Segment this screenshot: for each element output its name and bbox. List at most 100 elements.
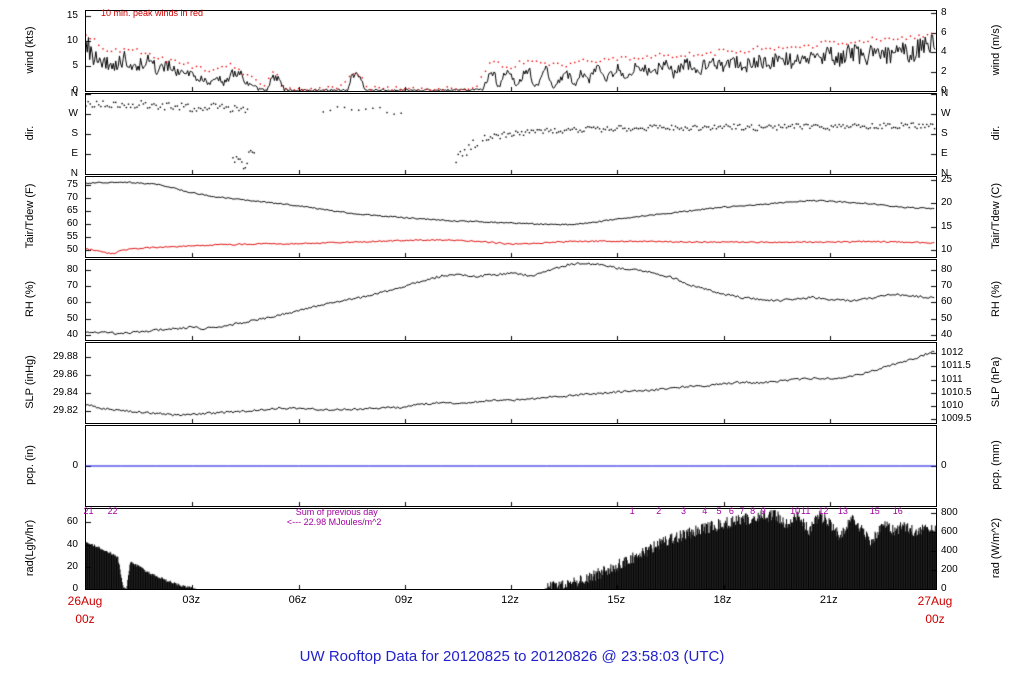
- wind-right-tick-label: 4: [941, 46, 947, 58]
- wind-annotation: 10 min. peak winds in red: [100, 8, 203, 19]
- wind-right-tick-label: 0: [941, 85, 947, 96]
- wind-panel: [85, 10, 937, 92]
- pressure-panel: [85, 342, 937, 424]
- rad-annotation: 4: [702, 505, 708, 516]
- dir-left-tick-label: N: [70, 88, 78, 99]
- dir-right-tick-label: N: [941, 88, 949, 99]
- rh-right-tick-label: 50: [941, 312, 953, 324]
- rad-annotation: 1: [629, 505, 635, 516]
- wind-right-tick-label: 2: [941, 65, 947, 77]
- slp-right-tick-label: 1012: [941, 347, 964, 359]
- rad-annotation: <--- 22.98 MJoules/m^2: [286, 516, 382, 527]
- wind-left-tick-label: 15: [66, 10, 78, 21]
- x-tick-label: 18z: [713, 594, 732, 606]
- x-end-date-label: 27Aug: [917, 594, 953, 608]
- rad-annotation: Sum of previous day: [295, 506, 378, 517]
- precipitation-panel: [85, 425, 937, 507]
- dir-left-tick-label: N: [70, 168, 78, 179]
- rad-annotation: 12: [818, 505, 829, 516]
- wind-left-tick-label: 0: [72, 85, 78, 96]
- slp-left-tick-label: 29.84: [52, 386, 78, 398]
- rh-left-tick-label: 60: [66, 296, 78, 308]
- pressure-canvas: [86, 343, 936, 423]
- x-tick-label: 03z: [182, 594, 201, 606]
- rad-left-tick-label: 60: [66, 516, 78, 528]
- wind-direction-panel: [85, 93, 937, 175]
- temp-left-tick-label: 60: [66, 218, 78, 230]
- dir-left-tick-label: W: [68, 108, 78, 119]
- rad-right-tick-label: 800: [941, 506, 958, 518]
- dir-right-tick-label: W: [941, 108, 951, 119]
- slp-right-tick-label: 1010.5: [941, 386, 972, 398]
- x-start-time-label: 00z: [75, 612, 95, 626]
- dir-left-tick-label: S: [71, 128, 78, 139]
- temp-left-tick-label: 75: [66, 178, 78, 190]
- wind-direction-canvas: [86, 94, 936, 174]
- dir-right-tick-label: N: [941, 168, 949, 179]
- slp-left-tick-label: 29.88: [52, 351, 78, 363]
- rad-left-tick-label: 40: [66, 538, 78, 550]
- x-tick-label: 06z: [288, 594, 307, 606]
- temp-right-tick-label: 25: [941, 173, 953, 185]
- temp-left-tick-label: 50: [66, 244, 78, 256]
- rh-left-tick-label: 70: [66, 280, 78, 292]
- rad-left-tick-label: 20: [66, 560, 78, 572]
- wind-canvas: [86, 11, 936, 91]
- radiation-canvas: [86, 509, 936, 589]
- wind-left-tick-label: 5: [72, 60, 78, 71]
- pcp-right-tick-label: 0: [941, 460, 947, 471]
- rad-annotation: 21: [83, 505, 94, 516]
- rh-right-tick-label: 60: [941, 296, 953, 308]
- temp-right-tick-label: 20: [941, 197, 953, 209]
- wind-right-tick-label: 6: [941, 26, 947, 38]
- x-start-date-label: 26Aug: [67, 594, 103, 608]
- temp-right-tick-label: 15: [941, 220, 953, 232]
- rh-right-tick-label: 70: [941, 280, 953, 292]
- wind-right-tick-label: 8: [941, 7, 947, 19]
- rad-annotation: 7: [739, 505, 745, 516]
- x-tick-label: 21z: [819, 594, 838, 606]
- temp-right-axis-title: Tair/Tdew (C): [990, 182, 1002, 250]
- dir-right-tick-label: E: [941, 148, 948, 159]
- slp-right-tick-label: 1009.5: [941, 412, 972, 424]
- rad-annotation: 6: [728, 505, 734, 516]
- rad-right-tick-label: 200: [941, 563, 958, 575]
- chart-title: UW Rooftop Data for 20120825 to 20120826…: [299, 648, 725, 665]
- rad-right-tick-label: 0: [941, 583, 947, 594]
- slp-right-tick-label: 1011.5: [941, 360, 971, 372]
- rad-annotation: 13: [837, 505, 848, 516]
- temperature-canvas: [86, 177, 936, 257]
- rad-annotation: 10: [790, 505, 801, 516]
- rh-left-tick-label: 40: [66, 329, 78, 341]
- rad-annotation: 3: [681, 505, 687, 516]
- slp-left-tick-label: 29.86: [52, 369, 78, 380]
- rad-annotation: 16: [892, 505, 903, 516]
- rad-left-tick-label: 0: [72, 583, 78, 594]
- temp-left-tick-label: 55: [66, 231, 78, 243]
- rad-right-tick-label: 600: [941, 525, 958, 537]
- rad-annotation: 22: [107, 505, 118, 516]
- wind-left-tick-label: 10: [66, 35, 78, 46]
- rad-annotation: 5: [716, 505, 722, 516]
- pcp-left-tick-label: 0: [72, 460, 78, 471]
- radiation-panel: [85, 508, 937, 590]
- x-tick-label: 15z: [607, 594, 626, 606]
- rad-annotation: 8: [750, 505, 756, 516]
- rh-right-tick-label: 80: [941, 263, 953, 275]
- rh-left-tick-label: 80: [66, 263, 78, 275]
- precipitation-canvas: [86, 426, 936, 506]
- humidity-canvas: [86, 260, 936, 340]
- x-tick-label: 09z: [394, 594, 413, 606]
- x-tick-label: 12z: [501, 594, 519, 606]
- temperature-panel: [85, 176, 937, 258]
- rad-annotation: 11: [801, 505, 811, 516]
- rad-right-tick-label: 400: [941, 544, 958, 556]
- slp-right-tick-label: 1011: [941, 373, 963, 385]
- rad-annotation: 2: [656, 505, 662, 516]
- x-end-time-label: 00z: [925, 612, 945, 626]
- rh-left-tick-label: 50: [66, 312, 78, 324]
- temp-right-tick-label: 10: [941, 244, 953, 256]
- slp-right-tick-label: 1010: [941, 399, 964, 411]
- temp-left-tick-label: 70: [66, 191, 78, 203]
